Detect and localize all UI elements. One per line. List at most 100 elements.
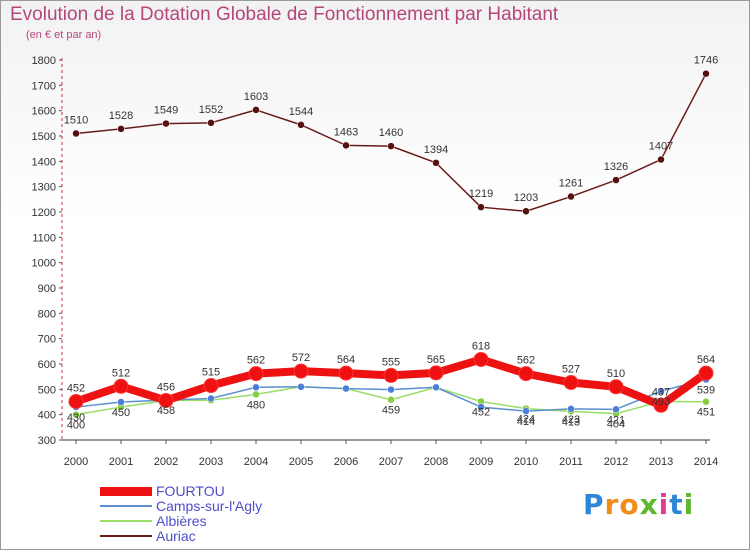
y-tick-label: 1400 xyxy=(32,156,56,168)
chart-subtitle: (en € et par an) xyxy=(26,29,102,41)
x-tick-label: 2009 xyxy=(469,456,493,468)
y-tick-label: 600 xyxy=(38,359,56,371)
data-label: 456 xyxy=(157,381,175,393)
data-label: 618 xyxy=(472,340,490,352)
data-label: 1219 xyxy=(469,188,493,200)
data-label: 1460 xyxy=(379,127,403,139)
data-label: 493 xyxy=(652,396,670,408)
data-point xyxy=(338,365,354,381)
proxiti-logo: Proxiti xyxy=(583,488,694,521)
legend: FOURTOU Camps-sur-l'Agly Albières Auriac xyxy=(100,484,400,544)
y-tick-label: 1600 xyxy=(32,106,56,118)
data-point xyxy=(72,129,80,138)
data-point xyxy=(158,392,174,408)
data-point xyxy=(432,159,440,167)
data-point xyxy=(252,383,260,392)
x-tick-label: 2013 xyxy=(649,456,673,468)
data-label: 515 xyxy=(202,367,220,379)
data-label: 1544 xyxy=(289,106,313,118)
data-label: 424 xyxy=(517,414,535,426)
data-label: 437 xyxy=(652,386,670,398)
y-tick-label: 800 xyxy=(38,308,56,320)
y-tick-label: 1200 xyxy=(32,207,56,219)
data-label: 452 xyxy=(472,406,490,418)
data-point xyxy=(432,383,440,392)
data-label: 1510 xyxy=(64,114,88,126)
data-point xyxy=(342,141,350,150)
data-label: 480 xyxy=(247,399,265,411)
legend-item-fourtou: FOURTOU xyxy=(100,484,400,499)
data-label: 423 xyxy=(562,414,580,426)
x-tick-label: 2011 xyxy=(559,456,583,468)
y-tick-label: 1100 xyxy=(32,232,56,244)
data-point xyxy=(72,410,80,419)
data-label: 539 xyxy=(697,384,715,396)
data-label: 430 xyxy=(67,412,85,424)
y-tick-label: 500 xyxy=(38,384,56,396)
data-point xyxy=(252,390,260,399)
data-point xyxy=(387,385,395,394)
data-point xyxy=(698,365,714,381)
data-label: 1261 xyxy=(559,178,583,190)
y-tick-label: 900 xyxy=(38,283,56,295)
data-point xyxy=(612,176,620,184)
y-tick-label: 1700 xyxy=(32,80,56,92)
data-label: 451 xyxy=(697,407,715,419)
data-label: 413 xyxy=(562,416,580,428)
data-point xyxy=(207,119,215,127)
data-label: 404 xyxy=(607,419,625,431)
data-label: 512 xyxy=(112,367,130,379)
data-point xyxy=(522,207,530,215)
data-point xyxy=(297,383,305,391)
data-label: 564 xyxy=(337,354,355,366)
data-point xyxy=(702,69,710,78)
y-tick-label: 300 xyxy=(38,435,56,447)
legend-label-fourtou: FOURTOU xyxy=(156,483,225,499)
legend-label-camps: Camps-sur-l'Agly xyxy=(156,498,263,514)
data-point xyxy=(567,192,575,201)
data-label: 1394 xyxy=(424,144,448,156)
data-point xyxy=(383,367,399,383)
logo-letter: o xyxy=(619,488,640,521)
y-tick-label: 1300 xyxy=(32,182,56,194)
data-point xyxy=(477,403,485,411)
y-tick-label: 1800 xyxy=(32,55,56,67)
data-label: 572 xyxy=(292,352,310,364)
logo-letter: x xyxy=(639,488,659,521)
logo-letter: r xyxy=(604,488,620,521)
data-point xyxy=(473,351,489,367)
data-point xyxy=(297,121,305,129)
legend-label-albieres: Albières xyxy=(156,513,207,529)
data-label: 527 xyxy=(562,363,580,375)
x-tick-label: 2007 xyxy=(379,456,403,468)
data-point xyxy=(522,407,530,415)
data-point xyxy=(612,405,620,414)
data-point xyxy=(342,384,350,393)
x-tick-label: 2005 xyxy=(289,456,313,468)
data-label: 1407 xyxy=(649,141,673,153)
logo-letter: i xyxy=(658,488,670,521)
data-point xyxy=(518,366,534,382)
legend-item-camps: Camps-sur-l'Agly xyxy=(100,499,400,514)
data-label: 421 xyxy=(607,414,625,426)
data-label: 565 xyxy=(427,354,445,366)
x-tick-label: 2001 xyxy=(109,456,133,468)
data-label: 1528 xyxy=(109,110,133,122)
data-point xyxy=(653,397,669,413)
data-point xyxy=(117,125,125,133)
data-label: 459 xyxy=(382,405,400,417)
data-label: 1463 xyxy=(334,126,358,138)
data-label: 562 xyxy=(247,355,265,367)
data-point xyxy=(113,378,129,394)
data-point xyxy=(702,397,710,406)
y-tick-label: 1000 xyxy=(32,258,56,270)
data-label: 452 xyxy=(67,382,85,394)
x-tick-label: 2014 xyxy=(694,456,718,468)
data-label: 510 xyxy=(607,368,625,380)
x-tick-label: 2012 xyxy=(604,456,628,468)
y-tick-label: 700 xyxy=(38,334,56,346)
data-point xyxy=(657,155,665,164)
data-point xyxy=(428,365,444,381)
